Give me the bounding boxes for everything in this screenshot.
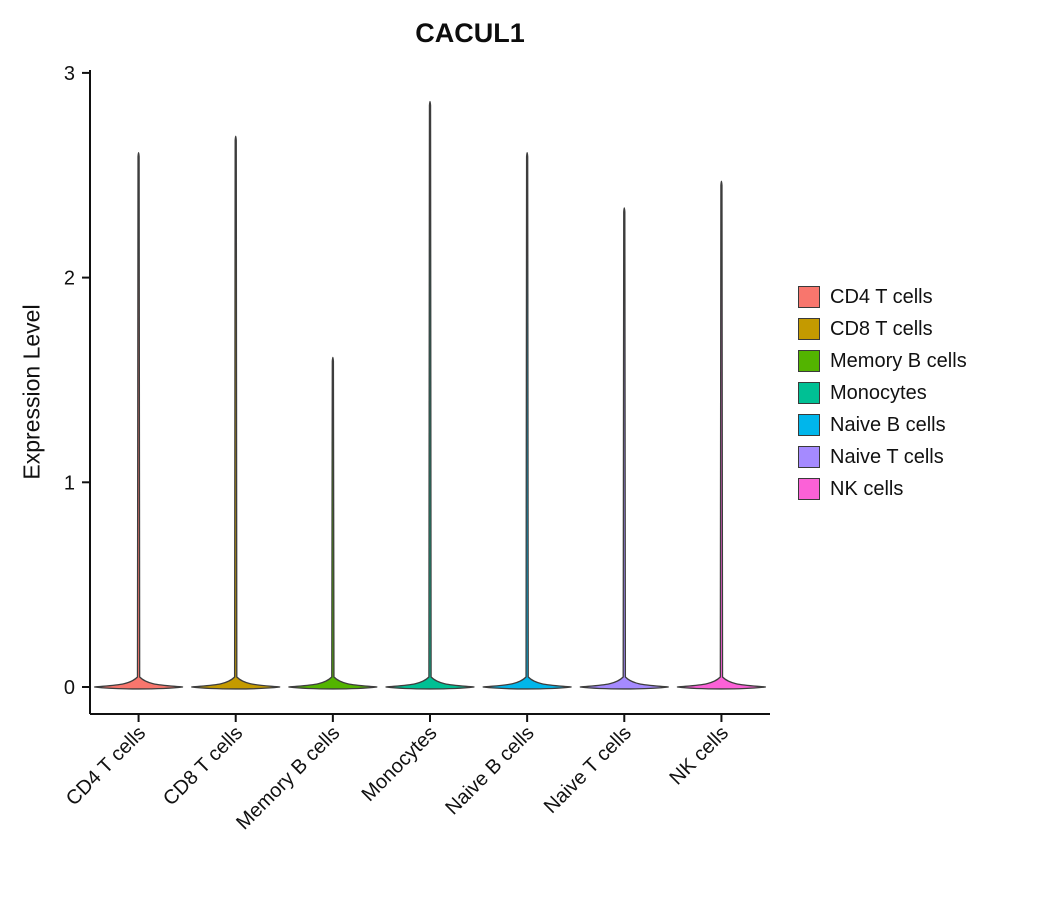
y-tick-label-0: 0	[64, 677, 75, 699]
legend-color-swatch	[798, 382, 820, 404]
y-tick-label-1: 1	[64, 472, 75, 494]
legend: CD4 T cells CD8 T cells Memory B cells Mono…	[798, 281, 967, 505]
legend-item-naive-t-cells: Naive T cells	[798, 441, 967, 473]
legend-label: Memory B cells	[830, 349, 967, 372]
violin-monocytes	[385, 100, 475, 690]
legend-label: CD8 T cells	[830, 317, 933, 340]
x-tick-label-cd4-t-cells: CD4 T cells	[62, 722, 150, 810]
legend-color-swatch	[798, 350, 820, 372]
legend-item-naive-b-cells: Naive B cells	[798, 409, 967, 441]
violin-cd4-t-cells	[93, 151, 184, 690]
violin-naive-t-cells	[579, 207, 669, 690]
legend-item-nk-cells: NK cells	[798, 473, 967, 505]
legend-color-swatch	[798, 414, 820, 436]
violin-memory-b-cells	[288, 356, 378, 690]
violin-cd8-t-cells	[191, 135, 281, 690]
x-tick-label-memory-b-cells: Memory B cells	[232, 722, 344, 834]
x-tick-label-naive-t-cells: Naive T cells	[540, 722, 636, 818]
x-tick-label-monocytes: Monocytes	[358, 722, 442, 806]
legend-item-cd4-t-cells: CD4 T cells	[798, 281, 967, 313]
legend-item-cd8-t-cells: CD8 T cells	[798, 313, 967, 345]
legend-color-swatch	[798, 286, 820, 308]
y-tick-label-3: 3	[64, 63, 75, 85]
legend-label: Naive B cells	[830, 413, 946, 436]
violin-nk-cells	[676, 180, 767, 690]
legend-color-swatch	[798, 478, 820, 500]
legend-item-monocytes: Monocytes	[798, 377, 967, 409]
legend-label: NK cells	[830, 477, 904, 500]
legend-color-swatch	[798, 446, 820, 468]
y-tick-label-2: 2	[64, 268, 75, 290]
legend-color-swatch	[798, 318, 820, 340]
x-tick-label-nk-cells: NK cells	[666, 722, 733, 789]
x-tick-label-cd8-t-cells: CD8 T cells	[159, 722, 247, 810]
legend-item-memory-b-cells: Memory B cells	[798, 345, 967, 377]
violin-naive-b-cells	[482, 151, 572, 690]
legend-label: CD4 T cells	[830, 285, 933, 308]
x-tick-label-naive-b-cells: Naive B cells	[441, 722, 538, 819]
chart-title: CACUL1	[415, 18, 525, 48]
legend-label: Monocytes	[830, 381, 927, 404]
legend-label: Naive T cells	[830, 445, 944, 468]
